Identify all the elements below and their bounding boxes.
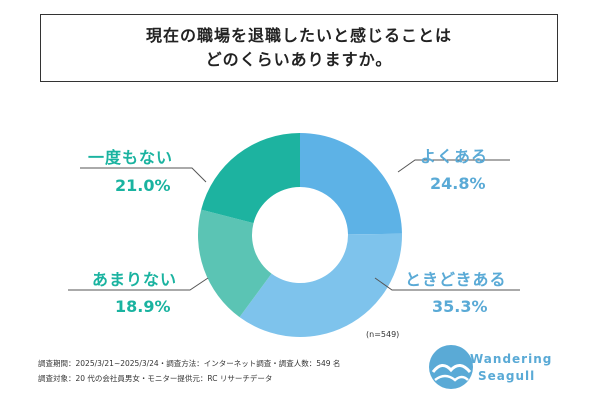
footer-survey-period: 調査期間：2025/3/21~2025/3/24・調査方法：インターネット調査・… — [38, 359, 341, 368]
slice-value-ichido-mo-nai: 21.0% — [115, 176, 171, 195]
slice-label-ichido-mo-nai: 一度もない — [88, 148, 174, 167]
slice-label-amari-nai: あまりない — [92, 270, 178, 289]
slice-value-tokidoki-aru: 35.3% — [432, 297, 488, 316]
logo-text-line-1: Wandering — [470, 352, 553, 366]
donut-slice-amari-nai — [198, 209, 272, 318]
seagull-logo-icon — [429, 345, 473, 389]
slice-label-yoku-aru: よくある — [420, 147, 489, 166]
slice-label-tokidoki-aru: ときどきある — [405, 270, 507, 289]
slice-value-yoku-aru: 24.8% — [430, 174, 486, 193]
slice-value-amari-nai: 18.9% — [115, 297, 171, 316]
leader-line-ichido-mo-nai — [80, 167, 207, 183]
title-box: 現在の職場を退職したいと感じることは どのくらいありますか。 — [40, 14, 558, 82]
donut-slice-yoku-aru — [300, 133, 402, 235]
leader-line-amari-nai — [68, 277, 209, 291]
donut-slice-ichido-mo-nai — [201, 133, 300, 224]
leader-line-tokidoki-aru — [374, 277, 520, 291]
donut-slice-tokidoki-aru — [239, 233, 403, 337]
leader-line-yoku-aru — [397, 159, 510, 173]
sample-size-note: (n=549) — [366, 330, 400, 339]
footer-survey-target: 調査対象：20 代の会社員男女・モニター提供元：RC リサーチデータ — [38, 374, 273, 383]
title-line-1: 現在の職場を退職したいと感じることは — [145, 26, 452, 45]
title-line-2: どのくらいありますか。 — [205, 50, 393, 69]
logo-text-line-2: Seagull — [478, 369, 536, 383]
